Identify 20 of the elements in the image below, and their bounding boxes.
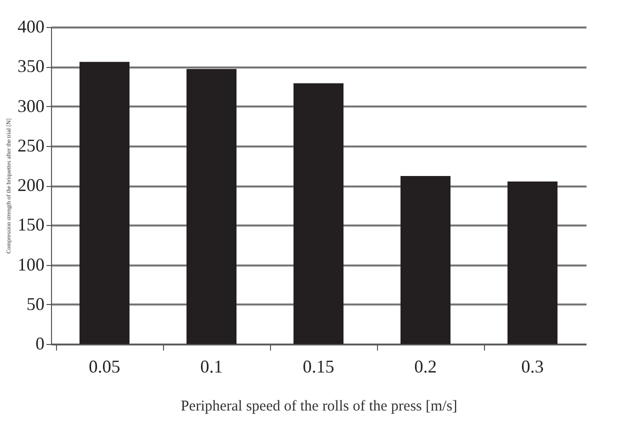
- y-tick-label: 250: [18, 135, 44, 156]
- bar: [508, 182, 558, 344]
- x-tick-label: 0.2: [414, 356, 437, 376]
- y-tick-label: 300: [18, 96, 44, 116]
- y-tick-label: 150: [18, 214, 44, 235]
- y-tick-label: 0: [36, 334, 44, 354]
- y-tick-label: 400: [18, 16, 44, 36]
- y-tick-label: 100: [18, 254, 44, 274]
- bar: [80, 62, 130, 344]
- x-tick-label: 0.1: [200, 356, 223, 376]
- bar: [294, 83, 344, 344]
- y-tick-label: 200: [18, 175, 44, 195]
- x-tick-label: 0.05: [88, 356, 120, 376]
- bar: [400, 176, 450, 344]
- bar: [186, 69, 236, 344]
- x-tick-label: 0.15: [302, 356, 334, 376]
- y-tick-label: 350: [18, 56, 44, 76]
- x-tick-label: 0.3: [521, 356, 544, 376]
- y-tick-label: 50: [26, 294, 44, 314]
- x-axis-title: Peripheral speed of the rolls of the press [m/s]: [180, 398, 458, 414]
